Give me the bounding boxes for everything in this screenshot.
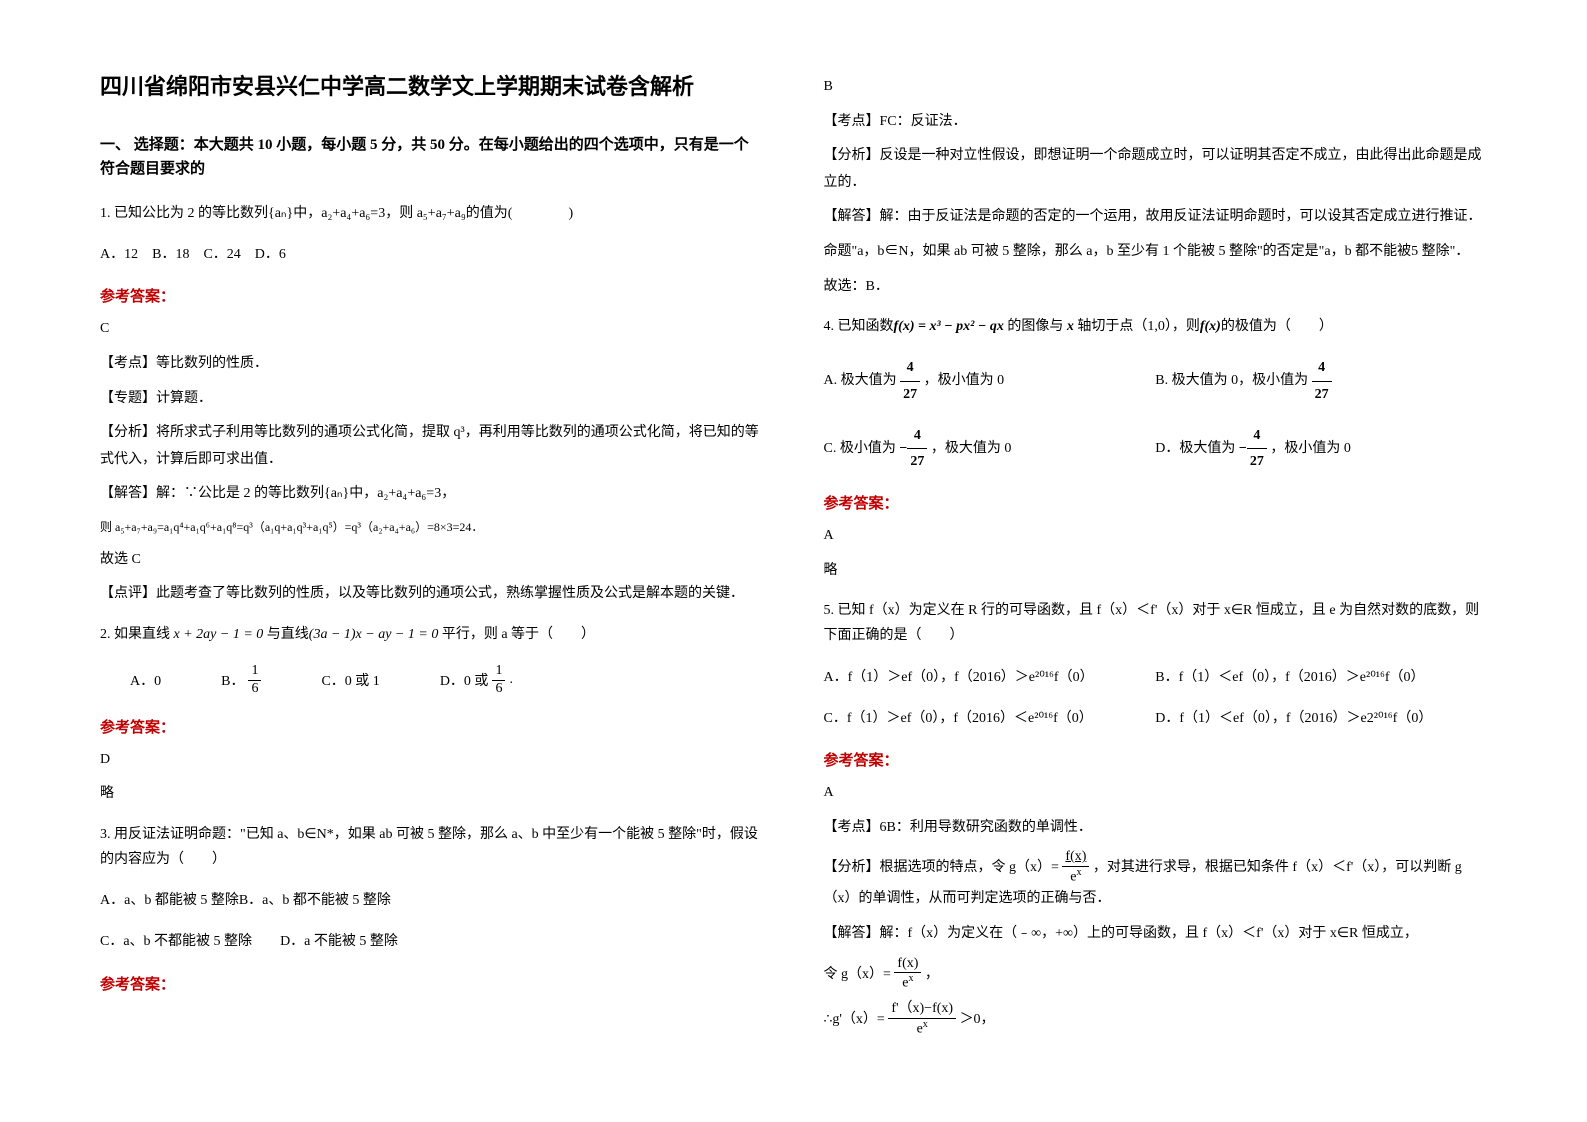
q4-answer-label: 参考答案： <box>824 492 1488 513</box>
q5-options-row1: A．f（1）＞ef（0），f（2016）＞e²⁰¹⁶f（0） B．f（1）＜ef… <box>824 665 1488 690</box>
q1-text: 1. 已知公比为 2 的等比数列{aₙ}中，a₂+a₄+a₆=3，则 a₅+a₇… <box>100 201 764 226</box>
q3-optA: A．a、b 都能被 5 整除 <box>100 893 239 908</box>
q2-text: 2. 如果直线 x + 2ay − 1 = 0 与直线(3a − 1)x − a… <box>100 622 764 647</box>
q2-options: A．0 B． 16 C．0 或 1 D．0 或 16. <box>130 663 764 698</box>
q4-optC: C. 极小值为 −427 ，极大值为 0 <box>824 423 1156 474</box>
q5-optC: C．f（1）＞ef（0），f（2016）＜e²⁰¹⁶f（0） <box>824 706 1156 731</box>
q2-optA: A．0 <box>130 670 161 690</box>
q1-solve3: 故选 C <box>100 547 764 574</box>
q4-answer: A <box>824 523 1488 550</box>
fraction-icon: 16 <box>248 663 261 698</box>
q2-optD: D．0 或 16. <box>440 663 513 698</box>
q1-analysis: 【分析】将所求式子利用等比数列的通项公式化简，提取 q³，再利用等比数列的通项公… <box>100 420 764 473</box>
q2-answer-label: 参考答案： <box>100 716 764 737</box>
q1-comment: 【点评】此题考查了等比数列的性质，以及等比数列的通项公式，熟练掌握性质及公式是解… <box>100 581 764 608</box>
q2-pre: 2. 如果直线 <box>100 627 174 642</box>
document-title: 四川省绵阳市安县兴仁中学高二数学文上学期期末试卷含解析 <box>100 70 764 103</box>
q3-optB: B．a、b 都不能被 5 整除 <box>239 893 391 908</box>
q4-text: 4. 已知函数f(x) = x³ − px² − qx 的图像与 x 轴切于点（… <box>824 314 1488 339</box>
q5-solve1: 【解答】解：f（x）为定义在（﹣∞，+∞）上的可导函数，且 f（x）＜f'（x）… <box>824 921 1488 948</box>
q2-note: 略 <box>100 781 764 808</box>
q3-optD: D．a 不能被 5 整除 <box>280 934 398 949</box>
fraction-expr: f'（x)−f(x)ex <box>888 1001 956 1038</box>
q3-options-row2: C．a、b 不都能被 5 整除 D．a 不能被 5 整除 <box>100 929 764 954</box>
q5-text: 5. 已知 f（x）为定义在 R 行的可导函数，且 f（x）＜f'（x）对于 x… <box>824 598 1488 648</box>
q5-optD: D．f（1）＜ef（0），f（2016）＞e2²⁰¹⁶f（0） <box>1155 706 1487 731</box>
q1-options: A．12 B．18 C．24 D．6 <box>100 242 764 267</box>
q5-answer: A <box>824 780 1488 807</box>
q5-solve2: 令 g（x）= f(x)ex ， <box>824 956 1488 993</box>
q2-eq2: (3a − 1)x − ay − 1 = 0 <box>309 627 439 642</box>
q3-point: 【考点】FC：反证法． <box>824 109 1488 136</box>
q5-optB: B．f（1）＜ef（0），f（2016）＞e²⁰¹⁶f（0） <box>1155 665 1487 690</box>
q1-solve2: 则 a₅+a₇+a₉=a₁q⁴+a₁q⁶+a₁q⁸=q³（a₁q+a₁q³+a₁… <box>100 516 764 539</box>
q3-solve3: 故选：B． <box>824 274 1488 301</box>
fraction-icon: 427 <box>907 423 927 474</box>
q4-optD: D．极大值为 −427 ，极小值为 0 <box>1155 423 1487 474</box>
q5-options-row2: C．f（1）＞ef（0），f（2016）＜e²⁰¹⁶f（0） D．f（1）＜ef… <box>824 706 1488 731</box>
q3-text: 3. 用反证法证明命题："已知 a、b∈N*，如果 ab 可被 5 整除，那么 … <box>100 822 764 872</box>
q1-solve1: 【解答】解：∵公比是 2 的等比数列{aₙ}中，a₂+a₄+a₆=3， <box>100 481 764 508</box>
q5-analysis: 【分析】根据选项的特点，令 g（x）= f(x)ex ，对其进行求导，根据已知条… <box>824 849 1488 913</box>
fraction-expr: f(x)ex <box>894 956 921 993</box>
right-column: B 【考点】FC：反证法． 【分析】反设是一种对立性假设，即想证明一个命题成立时… <box>824 70 1488 1052</box>
fraction-icon: 427 <box>1247 423 1267 474</box>
q5-optA: A．f（1）＞ef（0），f（2016）＞e²⁰¹⁶f（0） <box>824 665 1156 690</box>
fraction-icon: 427 <box>900 355 920 406</box>
q2-mid: 与直线 <box>263 627 309 642</box>
q3-options-row1: A．a、b 都能被 5 整除B．a、b 都不能被 5 整除 <box>100 888 764 913</box>
fraction-icon: 427 <box>1312 355 1332 406</box>
q2-optC: C．0 或 1 <box>321 670 379 690</box>
q3-solve2: 命题"a，b∈N，如果 ab 可被 5 整除，那么 a，b 至少有 1 个能被 … <box>824 239 1488 266</box>
q3-solve1: 【解答】解：由于反证法是命题的否定的一个运用，故用反证法证明命题时，可以设其否定… <box>824 204 1488 231</box>
q2-answer: D <box>100 747 764 774</box>
q4-note: 略 <box>824 558 1488 585</box>
q1-special: 【专题】计算题． <box>100 386 764 413</box>
q1-answer-label: 参考答案： <box>100 285 764 306</box>
q4-options-row2: C. 极小值为 −427 ，极大值为 0 D．极大值为 −427 ，极小值为 0 <box>824 423 1488 474</box>
q5-answer-label: 参考答案： <box>824 749 1488 770</box>
q4-optB: B. 极大值为 0，极小值为 427 <box>1155 355 1487 406</box>
left-column: 四川省绵阳市安县兴仁中学高二数学文上学期期末试卷含解析 一、 选择题：本大题共 … <box>100 70 764 1052</box>
q5-point: 【考点】6B：利用导数研究函数的单调性． <box>824 815 1488 842</box>
q3-answer: B <box>824 74 1488 101</box>
q4-optA: A. 极大值为 427 ，极小值为 0 <box>824 355 1156 406</box>
q4-eq: f(x) = x³ − px² − qx <box>894 319 1004 334</box>
q2-optB: B． 16 <box>221 663 261 698</box>
q2-eq1: x + 2ay − 1 = 0 <box>174 627 264 642</box>
fraction-expr: f(x)ex <box>1062 849 1089 886</box>
q3-analysis: 【分析】反设是一种对立性假设，即想证明一个命题成立时，可以证明其否定不成立，由此… <box>824 143 1488 196</box>
q3-optC: C．a、b 不都能被 5 整除 <box>100 934 252 949</box>
section-header: 一、 选择题：本大题共 10 小题，每小题 5 分，共 50 分。在每小题给出的… <box>100 133 764 181</box>
fraction-icon: 16 <box>492 663 505 698</box>
q4-options-row1: A. 极大值为 427 ，极小值为 0 B. 极大值为 0，极小值为 427 <box>824 355 1488 406</box>
q5-solve3: ∴g'（x）= f'（x)−f(x)ex ＞0， <box>824 1001 1488 1038</box>
q1-point: 【考点】等比数列的性质． <box>100 351 764 378</box>
q1-answer: C <box>100 316 764 343</box>
q3-answer-label: 参考答案： <box>100 973 764 994</box>
q2-post: 平行，则 a 等于（ ） <box>438 627 595 642</box>
